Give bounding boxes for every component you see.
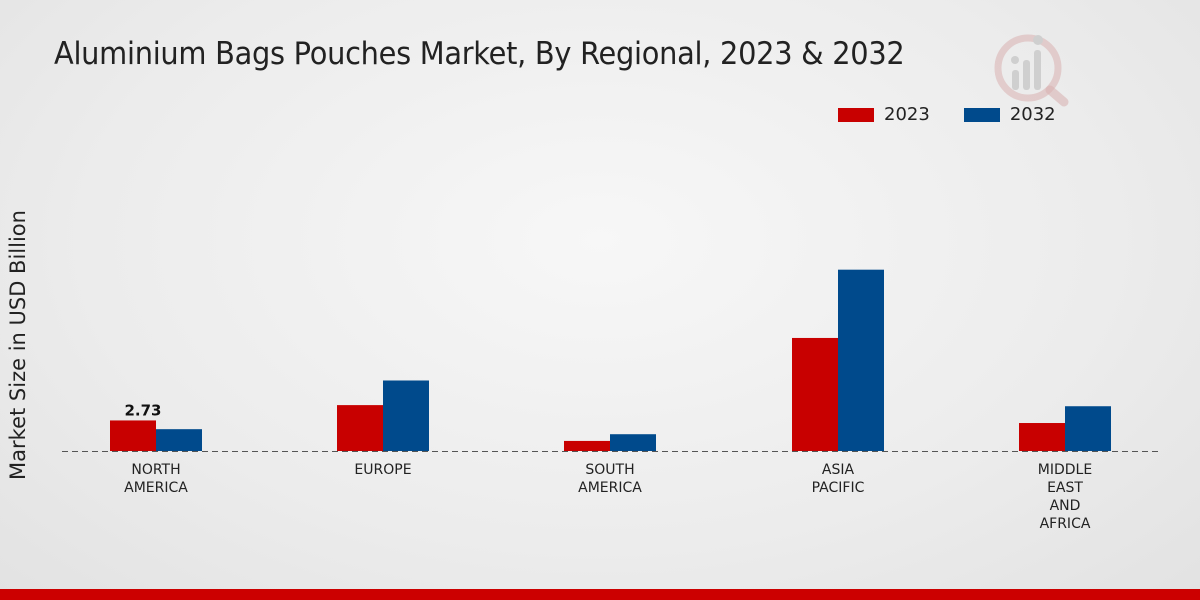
x-tick-label-1: EUROPE bbox=[354, 462, 411, 478]
bar-2032-3 bbox=[838, 269, 884, 451]
bar-2023-3 bbox=[792, 337, 838, 451]
bar-2023-1 bbox=[337, 405, 383, 451]
data-label-0: 2.73 bbox=[124, 401, 161, 419]
chart-title: Aluminium Bags Pouches Market, By Region… bbox=[54, 36, 905, 72]
y-axis-label: Market Size in USD Billion bbox=[6, 210, 30, 480]
footer-bar bbox=[0, 589, 1200, 600]
legend-label-2032: 2032 bbox=[1009, 104, 1056, 125]
chart-legend: 2023 2032 bbox=[838, 104, 1056, 125]
bar-2023-0 bbox=[110, 420, 156, 451]
x-tick-label-3: ASIA PACIFIC bbox=[812, 462, 865, 496]
bar-2023-4 bbox=[1019, 423, 1065, 451]
legend-swatch-2032 bbox=[963, 107, 1000, 122]
bar-2032-0 bbox=[156, 429, 202, 451]
bar-2032-1 bbox=[383, 380, 429, 451]
legend-swatch-2023 bbox=[838, 107, 874, 122]
bar-2032-2 bbox=[610, 434, 656, 451]
bar-2023-2 bbox=[564, 440, 610, 451]
analytics-logo-icon bbox=[994, 34, 1069, 107]
x-tick-label-4: MIDDLE EAST AND AFRICA bbox=[1038, 462, 1092, 532]
legend-label-2023: 2023 bbox=[884, 104, 930, 125]
bar-2032-4 bbox=[1065, 406, 1111, 451]
legend-item-2032: 2032 bbox=[963, 104, 1056, 125]
legend-item-2023: 2023 bbox=[838, 104, 930, 125]
x-tick-label-0: NORTH AMERICA bbox=[124, 462, 188, 496]
x-tick-label-2: SOUTH AMERICA bbox=[578, 462, 642, 496]
